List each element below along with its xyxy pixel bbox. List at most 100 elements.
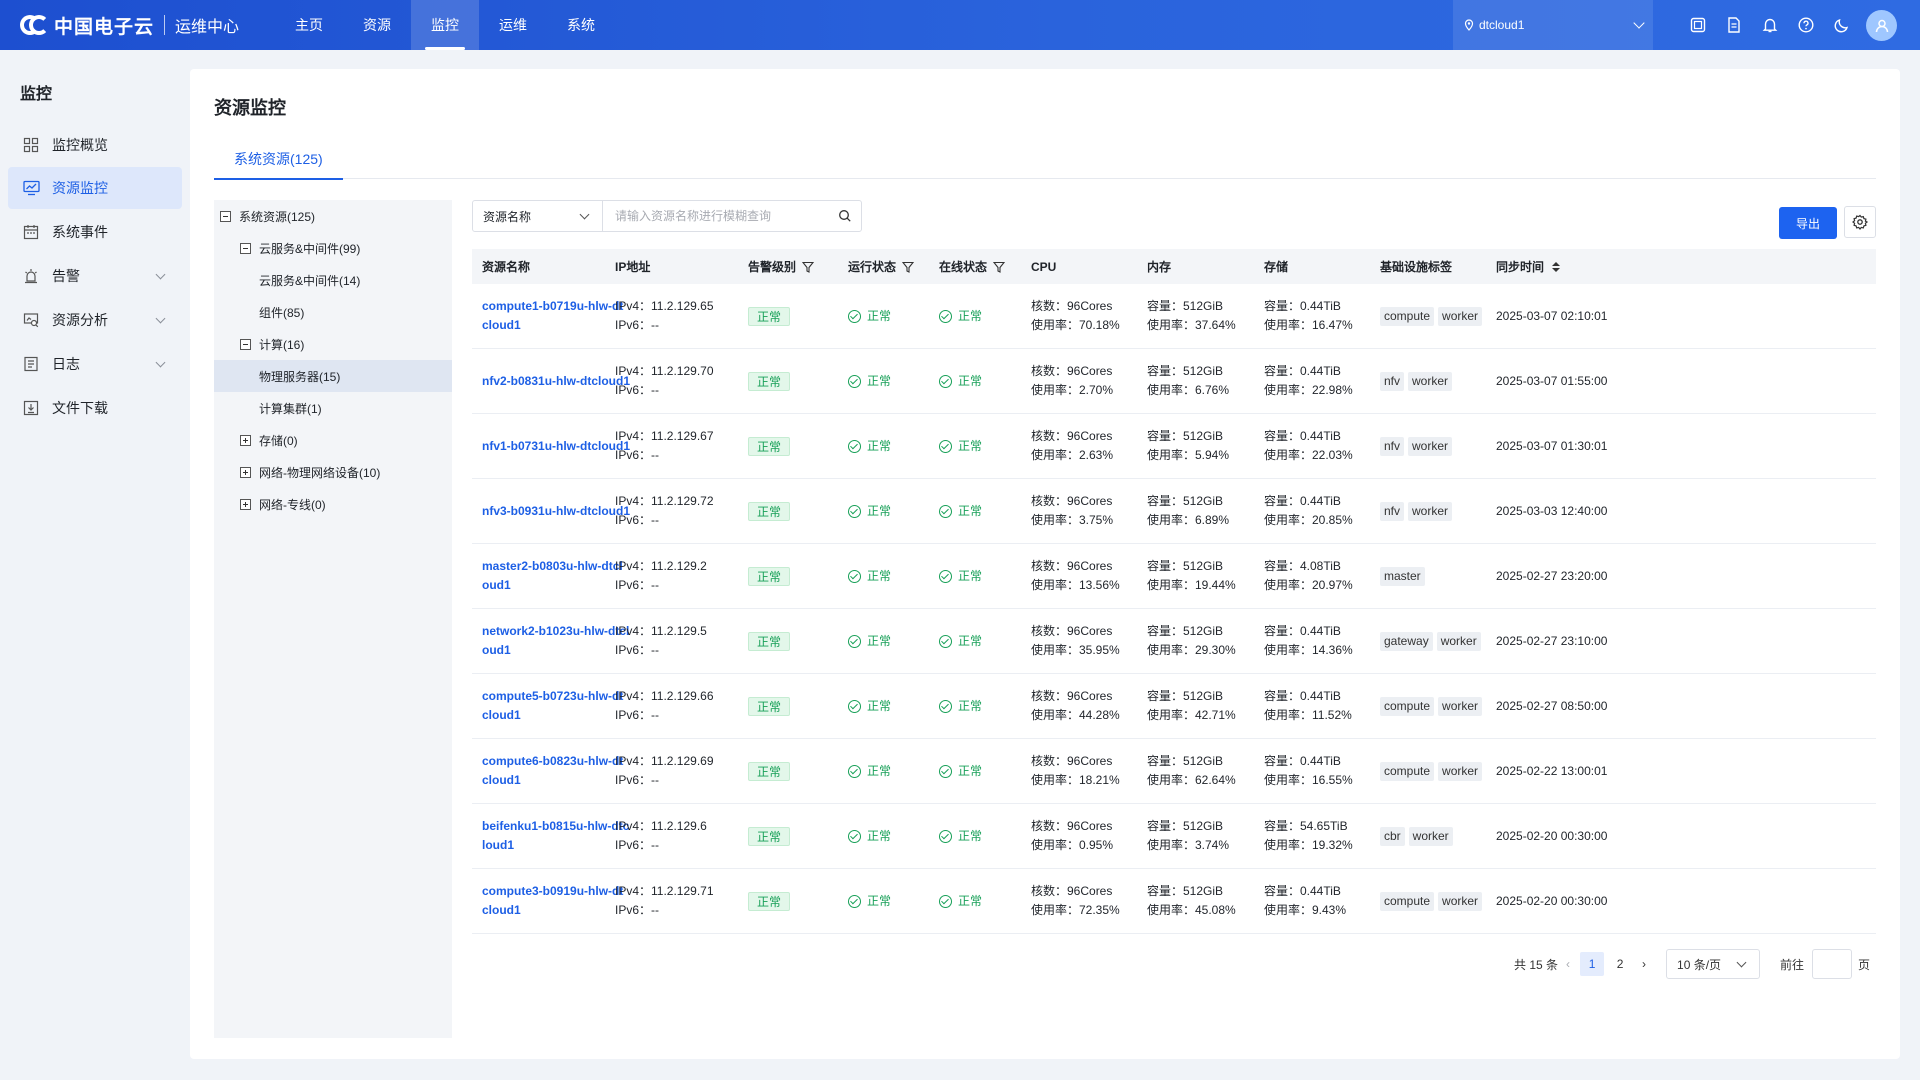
nav-resource[interactable]: 资源: [363, 17, 392, 33]
tree-node-physical-servers[interactable]: 物理服务器(15): [214, 360, 452, 392]
page-size-select[interactable]: 10 条/页: [1666, 949, 1761, 979]
tree-node-storage[interactable]: 存储(0): [214, 424, 452, 456]
download-icon: [22, 399, 40, 417]
resource-name-link[interactable]: compute5-b0723u-hlw-dtcloud1: [482, 689, 624, 722]
cell-infra-tags: compute worker: [1380, 869, 1483, 933]
tree-node-network-leased-line[interactable]: 网络-专线(0): [214, 488, 452, 520]
tree-node-compute-cluster[interactable]: 计算集群(1): [214, 392, 452, 424]
sidebar-item-logs[interactable]: 日志: [8, 343, 182, 385]
expand-icon[interactable]: [240, 466, 251, 478]
sort-icon[interactable]: [1552, 261, 1561, 272]
col-infra-tags: 基础设施标签: [1380, 260, 1453, 274]
screen-icon[interactable]: [1680, 7, 1716, 43]
table-row[interactable]: compute1-b0719u-hlw-dtcloud1 IPv4：11.2.12…: [472, 284, 1876, 349]
resource-name-link[interactable]: compute3-b0919u-hlw-dtcloud1: [482, 884, 624, 917]
cpu-usage: 使用率：3.75%: [1031, 513, 1114, 527]
table-row[interactable]: compute5-b0723u-hlw-dtcloud1 IPv4：11.2.12…: [472, 674, 1876, 739]
search-icon[interactable]: [829, 201, 861, 231]
table-row[interactable]: compute6-b0823u-hlw-dtcloud1 IPv4：11.2.12…: [472, 739, 1876, 804]
filter-icon[interactable]: [902, 261, 915, 273]
export-button[interactable]: 导出: [1779, 207, 1837, 239]
table-row[interactable]: network2-b1023u-hlw-dtcloud1 IPv4：11.2.12…: [472, 609, 1876, 674]
tree-node-components[interactable]: 组件(85): [214, 296, 452, 328]
ipv6-text: IPv6：--: [615, 318, 660, 332]
resource-name-link[interactable]: compute6-b0823u-hlw-dtcloud1: [482, 754, 624, 787]
sync-time-text: 2025-03-07 02:10:01: [1496, 308, 1608, 323]
log-icon: [22, 355, 40, 373]
cell-cpu: 核数：96Cores 使用率：2.70%: [1031, 349, 1113, 413]
goto-page-input[interactable]: [1812, 949, 1853, 979]
collapse-icon[interactable]: [240, 242, 251, 254]
search-input[interactable]: [603, 201, 829, 231]
collapse-icon[interactable]: [220, 210, 231, 222]
collapse-icon[interactable]: [240, 338, 251, 350]
goto-label: 前往: [1780, 957, 1805, 972]
table-row[interactable]: nfv3-b0931u-hlw-dtcloud1 IPv4：11.2.129.72…: [472, 479, 1876, 544]
run-status-text: 正常: [867, 828, 892, 843]
tree-node-network-devices[interactable]: 网络-物理网络设备(10): [214, 456, 452, 488]
resource-name-link[interactable]: compute1-b0719u-hlw-dtcloud1: [482, 299, 624, 332]
cpu-cores: 核数：96Cores: [1031, 884, 1113, 898]
ipv6-text: IPv6：--: [615, 513, 660, 527]
tenant-select[interactable]: dtcloud1: [1453, 0, 1653, 50]
table-body: compute1-b0719u-hlw-dtcloud1 IPv4：11.2.12…: [472, 284, 1876, 934]
resource-name-link[interactable]: nfv1-b0731u-hlw-dtcloud1: [482, 438, 631, 453]
main-panel: 资源监控 系统资源(125) 系统资源(125) 云服务&中间件(99) 云服务…: [190, 69, 1900, 1059]
sync-time-text: 2025-03-07 01:55:00: [1496, 373, 1608, 388]
sidebar-item-system-events[interactable]: 系统事件: [8, 211, 182, 253]
run-status: 正常: [848, 632, 891, 651]
nav-system[interactable]: 系统: [567, 17, 596, 33]
nav-monitor[interactable]: 监控: [411, 0, 480, 50]
col-online-status: 在线状态: [939, 249, 1006, 284]
sidebar-item-alarm[interactable]: 告警: [8, 255, 182, 297]
resource-name-link[interactable]: beifenku1-b0815u-hlw-dtcloud1: [482, 819, 630, 852]
table-row[interactable]: beifenku1-b0815u-hlw-dtcloud1 IPv4：11.2.1…: [472, 804, 1876, 869]
cell-ip-address: IPv4：11.2.129.67 IPv6：--: [615, 414, 714, 478]
sidebar-item-overview[interactable]: 监控概览: [8, 124, 182, 166]
ipv4-text: IPv4：11.2.129.5: [615, 624, 707, 638]
tree-node-cloud-middleware-sub[interactable]: 云服务&中间件(14): [214, 264, 452, 296]
cell-storage: 容量：0.44TiB 使用率：11.52%: [1264, 674, 1352, 738]
resource-name-link[interactable]: nfv3-b0931u-hlw-dtcloud1: [482, 503, 631, 518]
chevron-right-icon[interactable]: ›: [1642, 957, 1647, 971]
nav-ops[interactable]: 运维: [499, 17, 528, 33]
page-number-2[interactable]: 2: [1616, 957, 1624, 971]
document-icon[interactable]: [1716, 7, 1752, 43]
user-avatar-icon[interactable]: [1866, 10, 1897, 41]
help-icon[interactable]: [1788, 7, 1824, 43]
cell-sync-time: 2025-02-27 23:10:00: [1496, 609, 1607, 673]
tab-system-resources[interactable]: 系统资源(125): [214, 139, 343, 180]
resource-name-link[interactable]: nfv2-b0831u-hlw-dtcloud1: [482, 373, 631, 388]
cpu-usage: 使用率：35.95%: [1031, 643, 1120, 657]
cell-sync-time: 2025-03-07 02:10:01: [1496, 284, 1607, 348]
cell-resource-name: nfv2-b0831u-hlw-dtcloud1: [482, 349, 630, 413]
filter-icon[interactable]: [993, 261, 1006, 273]
bell-icon[interactable]: [1752, 7, 1788, 43]
check-circle-icon: [939, 829, 952, 843]
resource-name-link[interactable]: master2-b0803u-hlw-dtcloud1: [482, 559, 623, 592]
filter-icon[interactable]: [802, 261, 815, 273]
resource-name-link[interactable]: network2-b1023u-hlw-dtcloud1: [482, 624, 630, 657]
check-circle-icon: [939, 634, 952, 648]
sidebar-item-resource-monitor[interactable]: 资源监控: [8, 167, 182, 209]
table-row[interactable]: nfv1-b0731u-hlw-dtcloud1 IPv4：11.2.129.67…: [472, 414, 1876, 479]
sidebar-item-file-download[interactable]: 文件下载: [8, 387, 182, 429]
nav-home[interactable]: 主页: [295, 17, 324, 33]
expand-icon[interactable]: [240, 498, 251, 510]
tree-node-system-resources[interactable]: 系统资源(125): [214, 200, 452, 232]
check-circle-icon: [939, 439, 952, 453]
tree-node-cloud-middleware[interactable]: 云服务&中间件(99): [214, 232, 452, 264]
table-row[interactable]: compute3-b0919u-hlw-dtcloud1 IPv4：11.2.12…: [472, 869, 1876, 934]
tree-node-compute[interactable]: 计算(16): [214, 328, 452, 360]
table-row[interactable]: master2-b0803u-hlw-dtcloud1 IPv4：11.2.129…: [472, 544, 1876, 609]
chevron-left-icon[interactable]: ‹: [1566, 957, 1571, 971]
page-number-1[interactable]: 1: [1580, 952, 1605, 976]
location-pin-icon: [1464, 19, 1474, 31]
column-settings-button[interactable]: [1844, 206, 1876, 238]
moon-icon[interactable]: [1824, 7, 1860, 43]
table-row[interactable]: nfv2-b0831u-hlw-dtcloud1 IPv4：11.2.129.70…: [472, 349, 1876, 414]
search-field-select[interactable]: 资源名称: [473, 201, 603, 231]
brand-logo[interactable]: 中国电子云 运维中心: [20, 0, 239, 50]
expand-icon[interactable]: [240, 434, 251, 446]
sidebar-item-resource-analysis[interactable]: 资源分析: [8, 299, 182, 341]
